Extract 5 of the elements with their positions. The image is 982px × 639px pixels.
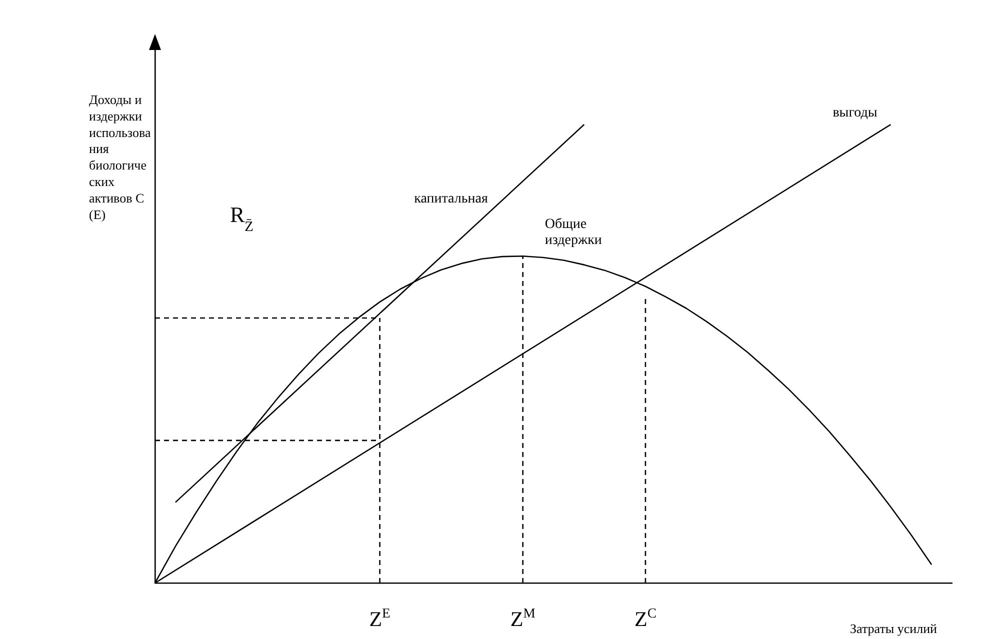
x-axis-title: Затраты усилий xyxy=(850,621,938,636)
y-axis-title: Доходы и издержки использования биологических активов С (Е) xyxy=(89,92,151,222)
series-label: капитальная xyxy=(414,192,488,207)
series-label: выгоды xyxy=(832,106,878,121)
series-label: Общие издержки xyxy=(544,217,602,248)
